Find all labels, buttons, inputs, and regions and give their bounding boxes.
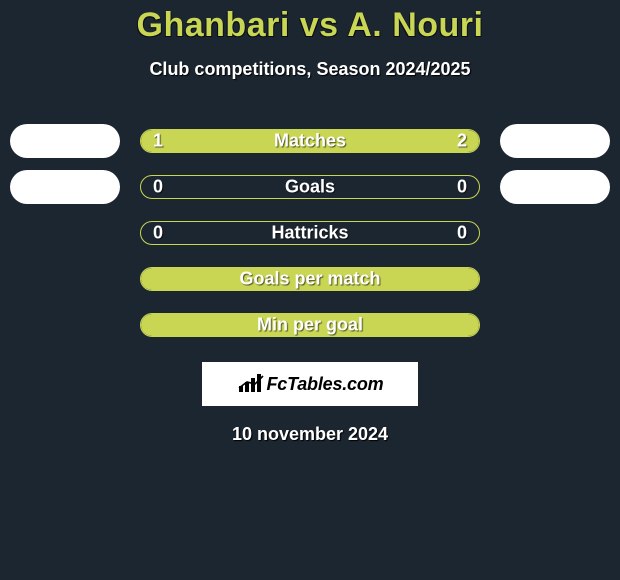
stat-label: Min per goal — [257, 315, 363, 336]
stat-value-left: 0 — [153, 223, 163, 244]
stat-row: Goals per match — [0, 256, 620, 302]
player-left-avatar — [10, 124, 120, 158]
stat-row: 1 Matches 2 — [0, 118, 620, 164]
vs-word: vs — [300, 6, 339, 44]
stats-container: 1 Matches 2 0 Goals 0 0 Hattricks 0 Goals per mat… — [0, 118, 620, 348]
player-right-avatar — [500, 124, 610, 158]
stat-bar: Goals per match — [140, 267, 480, 291]
player-right-name: A. Nouri — [347, 6, 483, 44]
player-left-avatar — [10, 170, 120, 204]
brand-chart-icon — [237, 374, 265, 394]
stat-value-right: 0 — [457, 223, 467, 244]
stat-label: Matches — [274, 131, 346, 152]
subtitle: Club competitions, Season 2024/2025 — [0, 59, 620, 80]
player-right-avatar — [500, 170, 610, 204]
stat-value-left: 0 — [153, 177, 163, 198]
stat-label: Hattricks — [271, 223, 348, 244]
date-text: 10 november 2024 — [0, 424, 620, 445]
stat-row: 0 Goals 0 — [0, 164, 620, 210]
brand-text: FcTables.com — [267, 374, 384, 395]
infographic-root: Ghanbari vs A. Nouri Club competitions, … — [0, 0, 620, 580]
stat-row: 0 Hattricks 0 — [0, 210, 620, 256]
brand-badge: FcTables.com — [202, 362, 418, 406]
stat-bar: 1 Matches 2 — [140, 129, 480, 153]
stat-label: Goals — [285, 177, 335, 198]
stat-bar: Min per goal — [140, 313, 480, 337]
player-left-name: Ghanbari — [137, 6, 290, 44]
stat-label: Goals per match — [239, 269, 380, 290]
stat-value-left: 1 — [153, 131, 163, 152]
stat-value-right: 0 — [457, 177, 467, 198]
stat-row: Min per goal — [0, 302, 620, 348]
stat-value-right: 2 — [457, 131, 467, 152]
page-title: Ghanbari vs A. Nouri — [0, 6, 620, 45]
stat-bar: 0 Goals 0 — [140, 175, 480, 199]
stat-bar: 0 Hattricks 0 — [140, 221, 480, 245]
